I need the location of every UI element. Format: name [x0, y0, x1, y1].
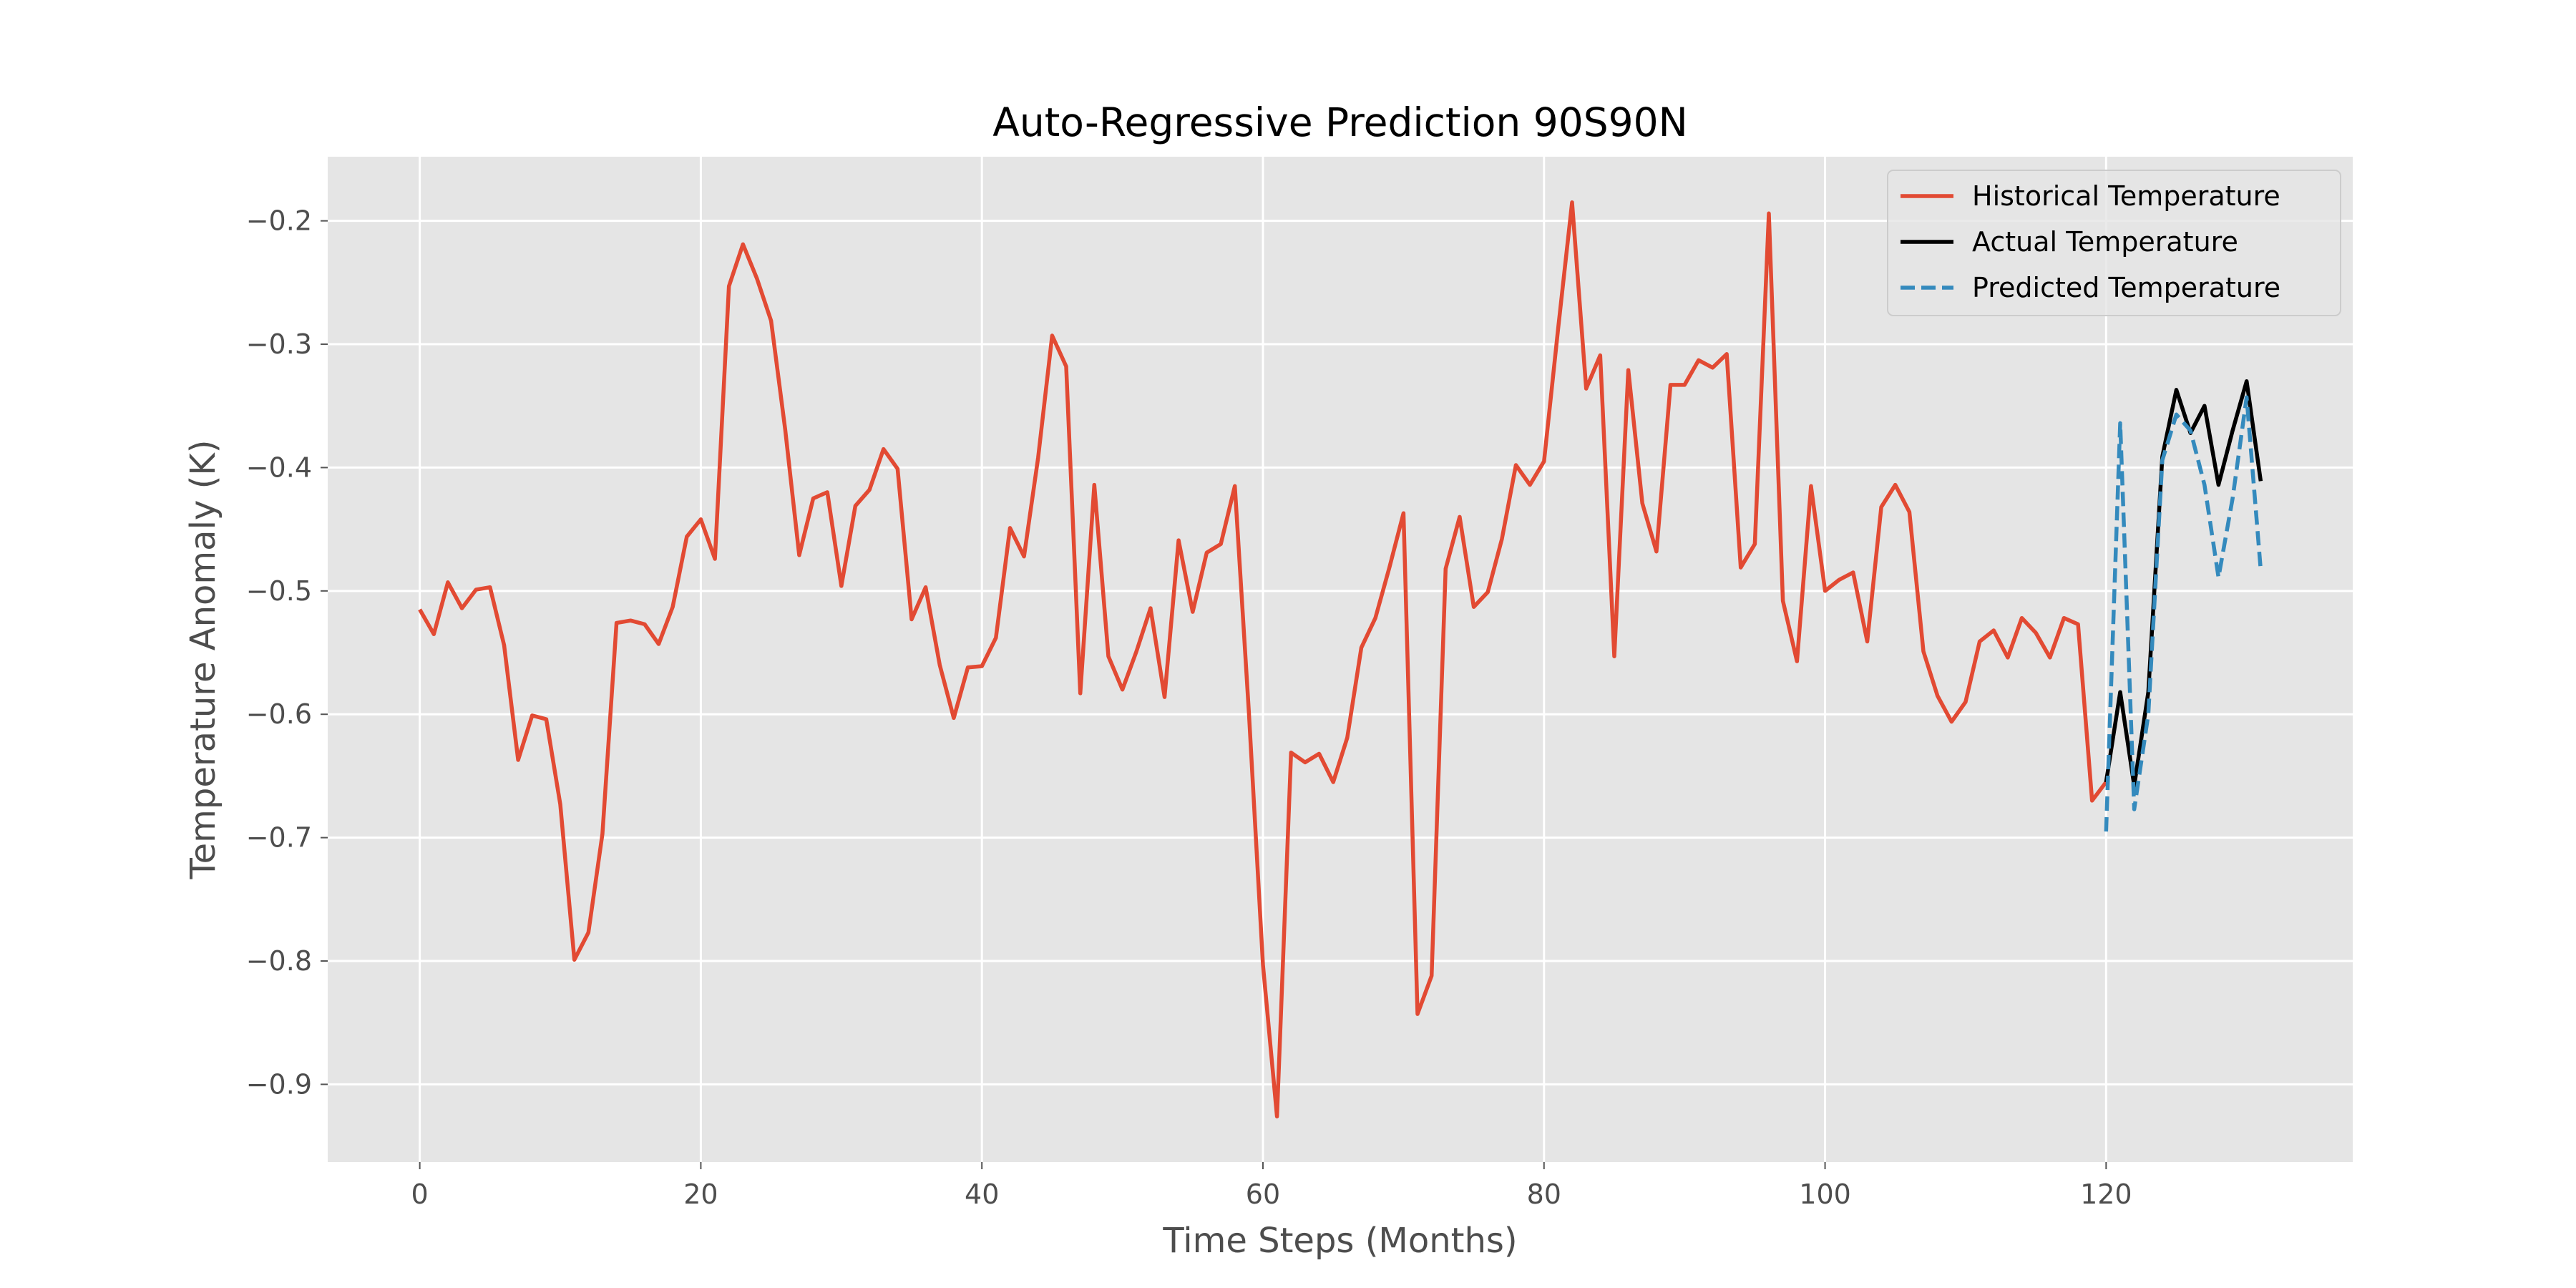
x-axis-label: Time Steps (Months) — [1162, 1221, 1517, 1261]
legend: Historical Temperature Actual Temperature… — [1887, 170, 2341, 316]
legend-label-actual-temperature: Actual Temperature — [1972, 226, 2238, 258]
legend-box — [1887, 170, 2341, 316]
y-tick-label: −0.5 — [246, 575, 312, 607]
x-tick-label: 100 — [1799, 1179, 1851, 1210]
y-tick-label: −0.9 — [246, 1068, 312, 1100]
series-layer — [418, 200, 2263, 1118]
x-tick-label: 80 — [1527, 1179, 1561, 1210]
y-tick-label: −0.8 — [246, 945, 312, 977]
y-axis-label: Temperature Anomaly (K) — [183, 439, 223, 879]
legend-label-historical-temperature: Historical Temperature — [1972, 180, 2280, 212]
y-tick-label: −0.6 — [246, 698, 312, 730]
x-tick-label: 40 — [965, 1179, 999, 1210]
gridlines — [328, 157, 2353, 1162]
y-tick-label: −0.3 — [246, 328, 312, 360]
y-axis-ticks: −0.9 −0.8 −0.7 −0.6 −0.5 −0.4 −0.3 −0.2 — [246, 205, 328, 1100]
y-tick-label: −0.2 — [246, 205, 312, 237]
y-tick-label: −0.7 — [246, 822, 312, 854]
chart-title: Auto-Regressive Prediction 90S90N — [992, 99, 1688, 145]
legend-label-predicted-temperature: Predicted Temperature — [1972, 272, 2280, 303]
x-tick-label: 20 — [683, 1179, 718, 1210]
x-tick-label: 0 — [411, 1179, 429, 1210]
series-line-predicted-temperature — [2104, 395, 2263, 832]
x-axis-ticks: 0 20 40 60 80 100 120 — [411, 1162, 2132, 1210]
plot-area — [328, 157, 2353, 1162]
y-tick-label: −0.4 — [246, 452, 312, 483]
x-tick-label: 120 — [2080, 1179, 2132, 1210]
x-tick-label: 60 — [1246, 1179, 1280, 1210]
series-line-historical-temperature — [418, 200, 2108, 1118]
